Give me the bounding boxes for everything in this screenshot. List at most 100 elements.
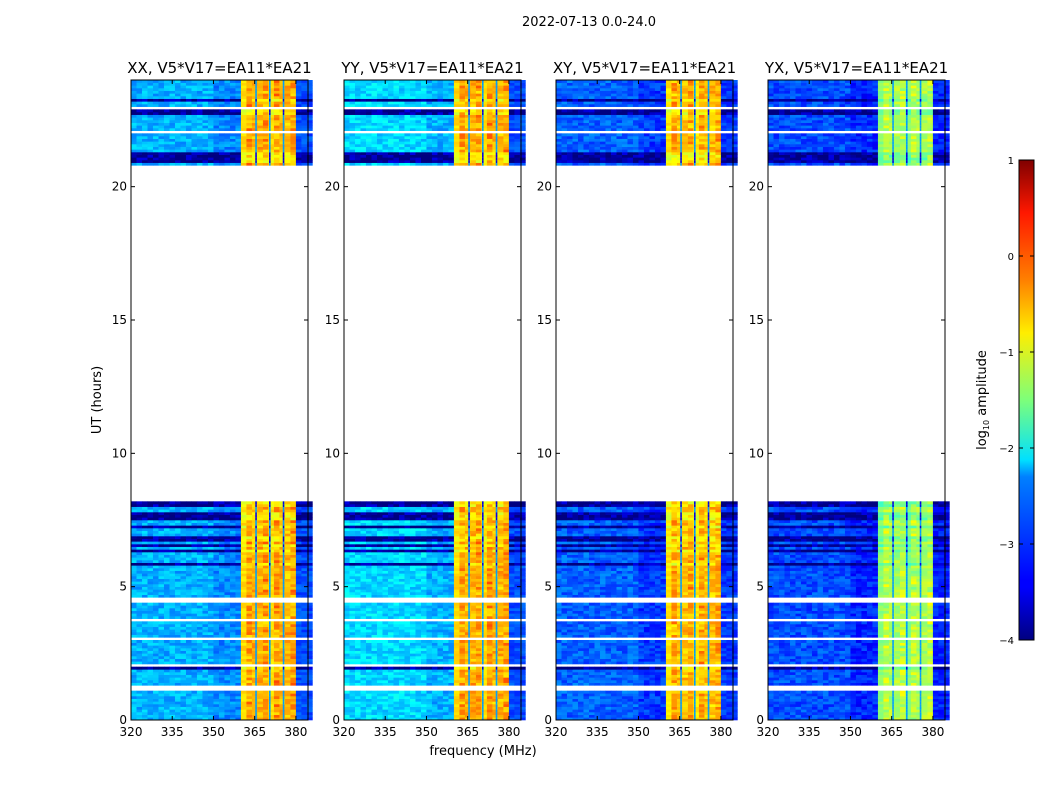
heatmap-cell xyxy=(514,661,520,664)
subband-gap-cell xyxy=(269,592,271,595)
heatmap-cell xyxy=(388,640,394,643)
heatmap-cell xyxy=(296,163,302,166)
heatmap-cell xyxy=(224,672,230,675)
heatmap-cell xyxy=(503,667,509,670)
heatmap-cell xyxy=(279,565,285,568)
heatmap-cell xyxy=(393,699,399,702)
heatmap-cell xyxy=(213,520,219,523)
heatmap-cell xyxy=(437,696,443,699)
heatmap-cell xyxy=(421,640,427,643)
heatmap-cell xyxy=(296,533,302,536)
subband-gap-cell xyxy=(283,645,285,648)
heatmap-cell xyxy=(503,707,509,710)
heatmap-cell xyxy=(371,691,377,694)
heatmap-cell xyxy=(131,656,137,659)
heatmap-cell xyxy=(360,648,366,651)
heatmap-cell xyxy=(186,93,192,96)
heatmap-cell xyxy=(246,672,252,675)
heatmap-cell xyxy=(296,573,302,576)
heatmap-cell xyxy=(224,640,230,643)
heatmap-cell xyxy=(301,139,307,142)
subband-gap-cell xyxy=(283,648,285,651)
heatmap-cell xyxy=(514,651,520,654)
heatmap-cell xyxy=(235,653,241,656)
heatmap-cell xyxy=(252,651,258,654)
heatmap-cell xyxy=(301,581,307,584)
heatmap-cell xyxy=(164,83,170,86)
heatmap-cell xyxy=(175,587,181,590)
heatmap-cell xyxy=(290,587,296,590)
heatmap-cell xyxy=(142,525,148,528)
heatmap-cell xyxy=(153,136,159,139)
heatmap-cell xyxy=(213,523,219,526)
heatmap-cell xyxy=(142,133,148,136)
heatmap-cell xyxy=(301,533,307,536)
heatmap-cell xyxy=(197,672,203,675)
heatmap-cell xyxy=(350,699,356,702)
heatmap-cell xyxy=(147,680,153,683)
heatmap-cell xyxy=(153,547,159,550)
heatmap-cell xyxy=(492,691,498,694)
heatmap-cell xyxy=(131,552,137,555)
heatmap-cell xyxy=(137,712,143,715)
subband-gap-cell xyxy=(255,648,257,651)
subband-gap-cell xyxy=(468,629,470,632)
subband-gap-cell xyxy=(283,584,285,587)
heatmap-cell xyxy=(158,712,164,715)
heatmap-cell xyxy=(153,512,159,515)
heatmap-cell xyxy=(147,533,153,536)
subband-gap-cell xyxy=(255,120,257,123)
subband-gap-cell xyxy=(283,672,285,675)
heatmap-cell xyxy=(219,659,225,662)
subband-gap-cell xyxy=(255,701,257,704)
heatmap-cell xyxy=(290,536,296,539)
subband-gap-cell xyxy=(283,696,285,699)
heatmap-cell xyxy=(213,509,219,512)
heatmap-cell xyxy=(180,701,186,704)
heatmap-cell xyxy=(241,104,247,107)
heatmap-cell xyxy=(158,683,164,686)
heatmap-cell xyxy=(158,667,164,670)
heatmap-cell xyxy=(164,149,170,152)
heatmap-cell xyxy=(263,517,269,520)
heatmap-cell xyxy=(208,547,214,550)
heatmap-cell xyxy=(208,136,214,139)
heatmap-cell xyxy=(285,115,291,118)
heatmap-cell xyxy=(296,651,302,654)
heatmap-cell xyxy=(186,581,192,584)
heatmap-cell xyxy=(219,509,225,512)
heatmap-cell xyxy=(514,699,520,702)
heatmap-cell xyxy=(257,605,263,608)
subband-gap-cell xyxy=(255,136,257,139)
heatmap-cell xyxy=(153,133,159,136)
heatmap-cell xyxy=(252,643,258,646)
heatmap-cell xyxy=(197,163,203,166)
heatmap-cell xyxy=(301,552,307,555)
heatmap-cell xyxy=(366,653,372,656)
heatmap-cell xyxy=(448,709,454,712)
heatmap-cell xyxy=(252,501,258,504)
heatmap-cell xyxy=(213,669,219,672)
heatmap-cell xyxy=(241,99,247,102)
heatmap-cell xyxy=(197,539,203,542)
heatmap-cell xyxy=(230,125,236,128)
heatmap-cell xyxy=(131,133,137,136)
heatmap-cell xyxy=(175,128,181,131)
heatmap-cell xyxy=(279,653,285,656)
heatmap-cell xyxy=(393,621,399,624)
heatmap-cell xyxy=(498,693,504,696)
heatmap-cell xyxy=(366,640,372,643)
heatmap-cell xyxy=(454,643,460,646)
heatmap-cell xyxy=(274,568,280,571)
heatmap-cell xyxy=(503,645,509,648)
heatmap-cell xyxy=(344,709,350,712)
heatmap-cell xyxy=(164,531,170,534)
heatmap-cell xyxy=(224,613,230,616)
heatmap-cell xyxy=(274,669,280,672)
heatmap-cell xyxy=(147,88,153,91)
heatmap-cell xyxy=(202,547,208,550)
heatmap-cell xyxy=(285,699,291,702)
heatmap-cell xyxy=(137,125,143,128)
heatmap-cell xyxy=(164,509,170,512)
heatmap-cell xyxy=(454,709,460,712)
